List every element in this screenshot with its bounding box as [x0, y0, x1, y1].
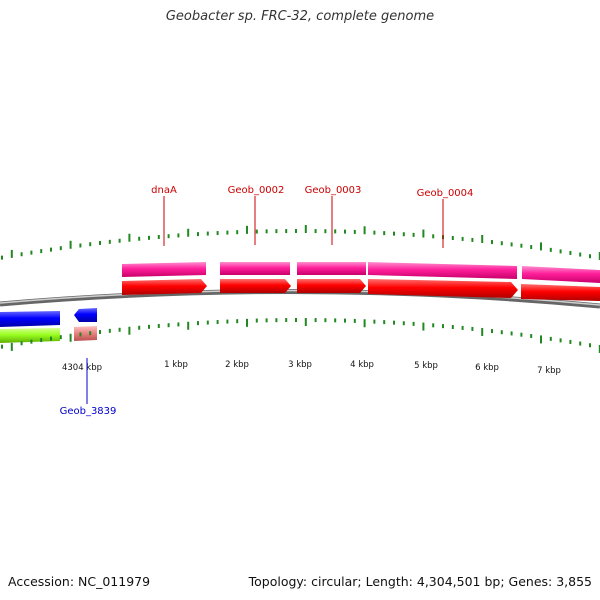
reverse-track [0, 308, 97, 343]
cds-arrow[interactable] [521, 284, 600, 301]
outer-tick-ring [1, 225, 600, 260]
scale-label: 6 kbp [475, 363, 499, 373]
scale-label: 4 kbp [350, 360, 374, 370]
gene-label-dnaA[interactable]: dnaA [151, 185, 177, 196]
map-title: Geobacter sp. FRC-32, complete genome [165, 9, 435, 24]
gene-label-geob-0004[interactable]: Geob_0004 [417, 188, 474, 199]
inner-tick-ring [1, 318, 600, 353]
cds-arrow[interactable] [368, 279, 518, 298]
gene-label-geob-3839[interactable]: Geob_3839 [60, 406, 117, 417]
scale-label: 1 kbp [164, 360, 188, 370]
gene-feature[interactable] [0, 328, 60, 343]
cds-arrow[interactable] [297, 279, 366, 293]
cds-arrow[interactable] [220, 279, 291, 293]
gene-feature[interactable] [368, 262, 517, 279]
scale-label: 2 kbp [225, 360, 249, 370]
scale-label: 3 kbp [288, 360, 312, 370]
gene-feature[interactable] [297, 262, 366, 275]
accession-text: Accession: NC_011979 [8, 574, 151, 589]
forward-cds-track [122, 279, 600, 301]
cds-arrow[interactable] [0, 311, 60, 327]
gene-labels: dnaA Geob_0002 Geob_0003 Geob_0004 Geob_… [60, 185, 474, 417]
gene-feature[interactable] [220, 262, 290, 275]
scale-label: 4304 kbp [62, 363, 102, 373]
scale-labels: 4304 kbp 1 kbp 2 kbp 3 kbp 4 kbp 5 kbp 6 kbp 7 … [62, 360, 561, 376]
gene-label-geob-0003[interactable]: Geob_0003 [305, 185, 362, 196]
rrna-feature[interactable] [74, 326, 97, 341]
gene-feature[interactable] [122, 262, 206, 277]
cds-arrow[interactable] [122, 279, 207, 295]
scale-label: 5 kbp [414, 361, 438, 371]
gene-label-geob-0002[interactable]: Geob_0002 [228, 185, 285, 196]
scale-label: 7 kbp [537, 366, 561, 376]
forward-gene-track [122, 262, 600, 283]
gene-feature[interactable] [522, 266, 600, 283]
cds-arrow[interactable] [74, 308, 97, 322]
genome-summary-text: Topology: circular; Length: 4,304,501 bp… [248, 574, 592, 589]
